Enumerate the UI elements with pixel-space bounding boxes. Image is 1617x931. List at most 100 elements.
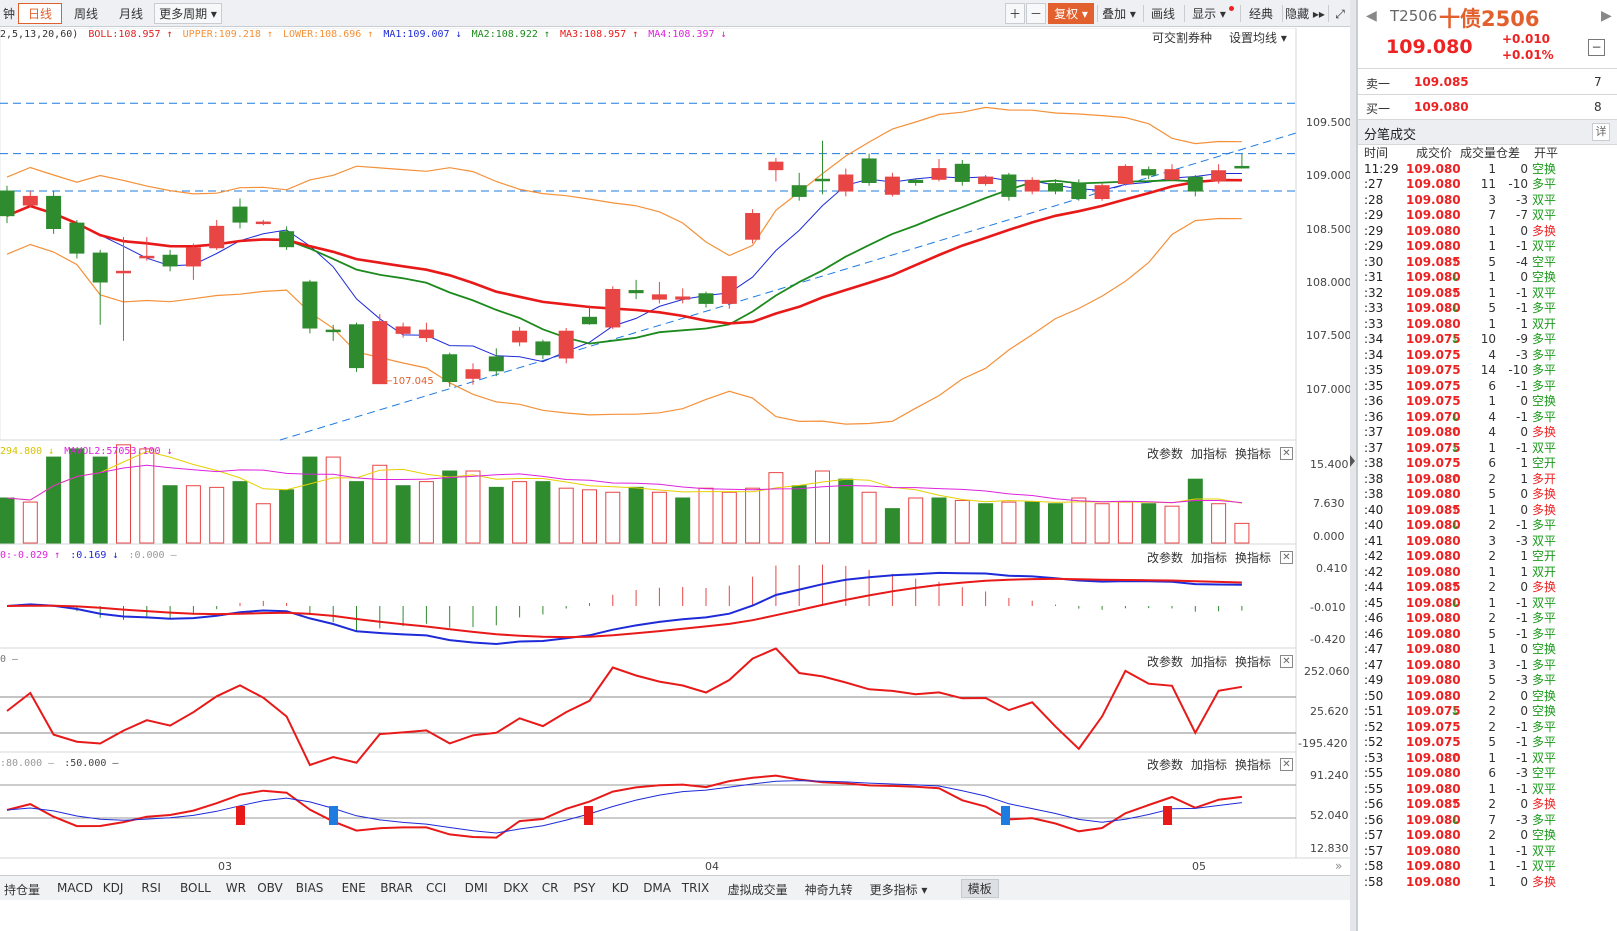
indicator-tab[interactable]: 模板	[960, 879, 999, 898]
cci-line	[6, 647, 1243, 767]
vol-switch-indicator-button[interactable]: 换指标	[1235, 447, 1272, 461]
panel-divider[interactable]	[1350, 0, 1356, 931]
kdj-add-indicator-button[interactable]: 加指标	[1191, 758, 1228, 772]
candle-body	[1048, 183, 1063, 192]
tick-volume: 6	[1488, 456, 1496, 470]
low-price-note: ←107.045	[384, 376, 434, 387]
indicator-tab[interactable]: ENE	[341, 881, 366, 895]
legend-boll: BOLL:108.957 ↑	[88, 29, 173, 40]
tick-row: :56 109.080 ↓ 7 -3 多平	[1362, 813, 1616, 829]
indicator-tab[interactable]: OBV	[257, 881, 283, 895]
period-monthly[interactable]: 月线	[118, 7, 143, 21]
indicator-tab[interactable]: DMI	[464, 881, 488, 895]
tick-price: 109.080	[1406, 688, 1461, 703]
zoom-out-button[interactable]: －	[1026, 3, 1046, 24]
indicator-tab[interactable]: DMA	[643, 881, 671, 895]
indicator-tab[interactable]: CR	[541, 881, 559, 895]
macd-switch-indicator-button[interactable]: 换指标	[1235, 551, 1272, 565]
indicator-tab[interactable]: KD	[611, 881, 629, 895]
main-pane-frame	[0, 28, 1297, 441]
indicator-tab[interactable]: 持仓量	[4, 883, 41, 897]
tick-type: 多换	[1532, 223, 1557, 238]
tick-price: 109.080	[1406, 223, 1461, 238]
ticks-detail-button[interactable]: 详	[1592, 123, 1610, 141]
quote-panel: ◀ T2506 十债2506 ▶ 109.080 +0.010 +0.01% −…	[1356, 0, 1617, 931]
kdj-axis-label: 12.830	[1310, 842, 1349, 855]
scroll-right-icon[interactable]: »	[1335, 859, 1343, 873]
tick-volume: 2	[1488, 797, 1496, 811]
classic-button[interactable]: 经典	[1248, 7, 1273, 21]
indicator-tab[interactable]: TRIX	[681, 881, 710, 895]
next-contract-icon[interactable]: ▶	[1601, 8, 1612, 24]
prev-contract-icon[interactable]: ◀	[1366, 8, 1377, 24]
tick-price: 109.080	[1406, 843, 1461, 858]
overlay-dropdown[interactable]: 叠加 ▾	[1102, 7, 1136, 21]
period-daily[interactable]: 日线	[18, 3, 62, 24]
vol-add-indicator-button[interactable]: 加指标	[1191, 447, 1228, 461]
indicator-tab[interactable]: KDJ	[102, 881, 124, 895]
macd-params-button[interactable]: 改参数	[1147, 551, 1184, 565]
volume-bar	[465, 470, 481, 544]
cci-switch-indicator-button[interactable]: 换指标	[1235, 655, 1272, 669]
indicator-tab[interactable]: CCI	[426, 881, 447, 895]
kdj-close-icon[interactable]: ✕	[1280, 758, 1293, 771]
tick-price: 109.080	[1406, 781, 1461, 796]
indicator-tab[interactable]: 更多指标 ▾	[869, 883, 928, 897]
collapse-button[interactable]: −	[1588, 39, 1605, 56]
volume-bar	[325, 456, 341, 544]
draw-line-button[interactable]: 画线	[1150, 7, 1175, 21]
indicator-tab[interactable]: PSY	[573, 881, 596, 895]
collapse-arrow-icon[interactable]	[1350, 455, 1355, 467]
candle-body	[558, 330, 574, 359]
indicator-tab[interactable]: 虚拟成交量	[727, 883, 788, 897]
macd-close-icon[interactable]: ✕	[1280, 551, 1293, 564]
vol-params-button[interactable]: 改参数	[1147, 447, 1184, 461]
tick-price: 109.080	[1406, 549, 1461, 563]
period-minute[interactable]: 钟	[2, 7, 15, 21]
tick-volume: 1	[1488, 750, 1496, 765]
tick-oi-change: -1	[1516, 611, 1528, 625]
tick-oi-change: -3	[1516, 192, 1528, 207]
kline-chart[interactable]	[0, 28, 1350, 874]
vol-close-icon[interactable]: ✕	[1280, 447, 1293, 460]
tick-price: 109.080	[1406, 270, 1461, 284]
volume-bar	[116, 444, 131, 544]
bid-price: 109.080	[1414, 100, 1469, 114]
cci-add-indicator-button[interactable]: 加指标	[1191, 655, 1228, 669]
kdj-params-button[interactable]: 改参数	[1147, 758, 1184, 772]
tick-volume: 2	[1488, 719, 1496, 734]
indicator-tab[interactable]: BIAS	[295, 881, 324, 895]
hide-button[interactable]: 隐藏 ▸▸	[1285, 7, 1325, 21]
indicator-tab[interactable]: WR	[225, 881, 246, 895]
indicator-tab[interactable]: RSI	[141, 881, 161, 895]
cci-params-button[interactable]: 改参数	[1147, 655, 1184, 669]
tick-col-oi-change: 仓差	[1496, 146, 1521, 160]
volume-bar	[139, 448, 155, 544]
tick-volume: 6	[1488, 766, 1496, 780]
tick-arrow: ↑	[1450, 580, 1461, 594]
tick-oi-change: -1	[1516, 750, 1528, 765]
period-weekly[interactable]: 周线	[73, 7, 98, 21]
indicator-tab[interactable]: BRAR	[380, 881, 413, 895]
display-dropdown[interactable]: 显示 ▾	[1192, 7, 1226, 21]
cci-close-icon[interactable]: ✕	[1280, 655, 1293, 668]
tick-row: :49 109.080 5 -3 多平	[1362, 673, 1616, 689]
volume-bar	[418, 481, 434, 544]
zoom-in-button[interactable]: ＋	[1005, 3, 1025, 24]
macd-add-indicator-button[interactable]: 加指标	[1191, 551, 1228, 565]
tick-oi-change: -1	[1516, 781, 1528, 796]
indicator-tab[interactable]: 神奇九转	[804, 883, 853, 897]
more-periods-dropdown[interactable]: 更多周期 ▾	[154, 3, 222, 24]
tick-arrow: ↑	[1450, 471, 1461, 486]
expand-icon[interactable]: ⤢	[1335, 7, 1345, 21]
set-ma-dropdown[interactable]: 设置均线 ▾	[1229, 31, 1287, 45]
indicator-tab[interactable]: MACD	[57, 881, 93, 895]
indicator-tab[interactable]: DKX	[503, 881, 529, 895]
contract-code: T2506	[1390, 7, 1438, 25]
tick-type: 多换	[1532, 502, 1557, 517]
deliverable-bonds-link[interactable]: 可交割券种	[1152, 31, 1213, 45]
kdj-switch-indicator-button[interactable]: 换指标	[1235, 758, 1272, 772]
adjust-rights-dropdown[interactable]: 复权 ▾	[1048, 3, 1094, 24]
indicator-tab[interactable]: BOLL	[180, 881, 211, 895]
candle-body	[349, 324, 364, 369]
